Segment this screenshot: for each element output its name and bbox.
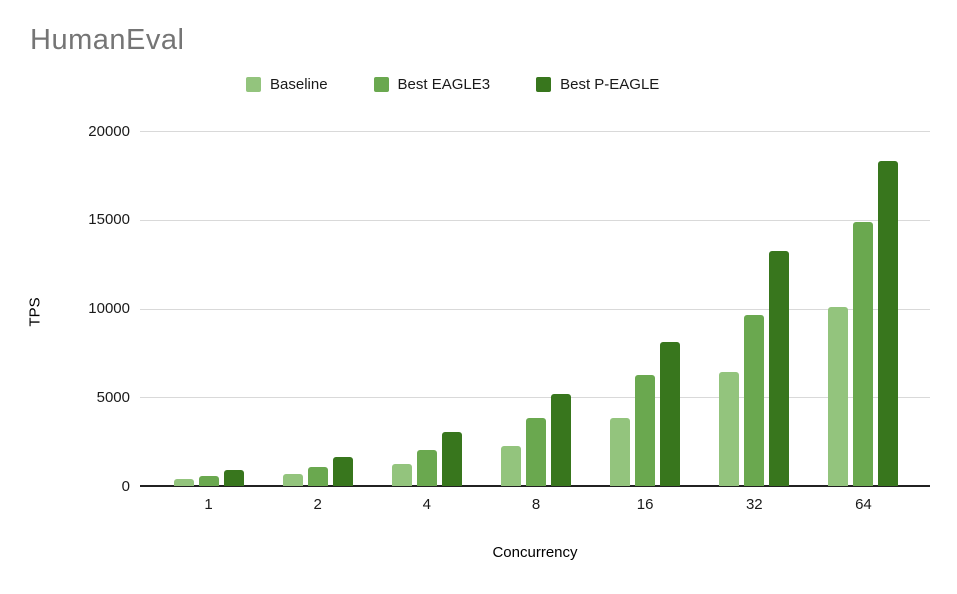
x-tick-label-16: 16 — [636, 496, 654, 513]
legend-swatch-best-p-eagle — [536, 77, 552, 92]
bar-baseline-2 — [282, 473, 303, 486]
gridline-5000 — [140, 397, 930, 399]
plot-area: 1 2 4 8 16 32 64 — [140, 131, 930, 513]
bar-baseline-16 — [610, 417, 631, 486]
gridline-10000 — [140, 308, 930, 310]
x-tick-label-64: 64 — [855, 496, 872, 513]
bar-best-eagle3-2 — [307, 467, 328, 486]
x-axis-line — [140, 485, 930, 487]
legend-label: Best EAGLE3 — [397, 76, 491, 93]
legend-item-best-p-eagle: Best P-EAGLE — [536, 76, 659, 93]
y-tick-label: 20000 — [88, 122, 130, 140]
bar-best-eagle3-4 — [416, 449, 437, 486]
bar-best-p-eagle-2 — [332, 456, 353, 486]
bar-best-eagle3-16 — [635, 375, 656, 486]
bar-baseline-4 — [391, 463, 412, 486]
x-axis-title: Concurrency — [492, 544, 578, 561]
bar-best-p-eagle-8 — [551, 393, 571, 486]
x-tick-label-1: 1 — [204, 496, 213, 513]
y-tick-label: 0 — [121, 477, 130, 495]
legend-label: Baseline — [270, 76, 328, 93]
gridline-15000 — [140, 219, 930, 221]
y-tick-label: 10000 — [88, 300, 130, 317]
gridline-20000 — [140, 131, 930, 132]
chart-title: HumanEval — [30, 24, 185, 56]
bar-baseline-8 — [501, 446, 521, 486]
legend-label: Best P-EAGLE — [560, 76, 660, 93]
bar-best-eagle3-32 — [744, 314, 765, 486]
y-tick-label: 15000 — [88, 211, 130, 229]
legend-item-best-eagle3: Best EAGLE3 — [373, 76, 491, 93]
bar-best-p-eagle-16 — [660, 342, 681, 486]
x-tick-label-4: 4 — [422, 496, 432, 513]
y-tick-label: 5000 — [96, 388, 130, 406]
bar-baseline-1 — [173, 478, 194, 486]
legend-swatch-baseline — [246, 77, 261, 92]
bar-best-eagle3-1 — [198, 476, 219, 486]
bar-baseline-64 — [828, 306, 849, 486]
bar-best-p-eagle-1 — [223, 470, 244, 486]
bar-best-p-eagle-32 — [769, 250, 790, 486]
legend: Baseline Best EAGLE3 Best P-EAGLE — [246, 76, 659, 93]
bar-best-eagle3-8 — [526, 417, 546, 486]
bar-best-eagle3-64 — [853, 221, 874, 486]
x-tick-label-32: 32 — [745, 496, 763, 513]
x-tick-label-8: 8 — [531, 496, 541, 513]
bar-best-p-eagle-4 — [441, 431, 462, 486]
legend-swatch-best-eagle3 — [373, 77, 389, 92]
legend-item-baseline: Baseline — [246, 76, 328, 93]
bar-baseline-32 — [719, 371, 740, 486]
bar-best-p-eagle-64 — [878, 161, 899, 486]
x-tick-label-2: 2 — [313, 496, 322, 513]
